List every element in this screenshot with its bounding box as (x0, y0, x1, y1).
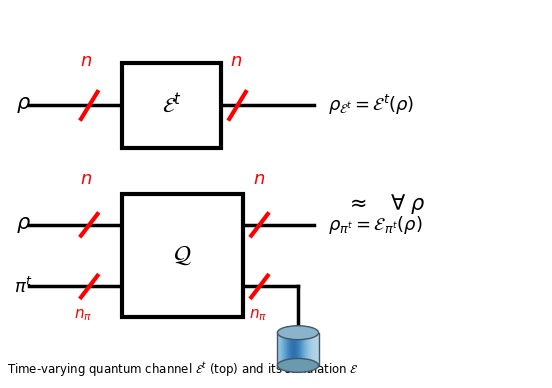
Text: $\rho_{\pi^t} = \mathcal{E}_{\pi^t}(\rho)$: $\rho_{\pi^t} = \mathcal{E}_{\pi^t}(\rho… (328, 214, 423, 236)
Ellipse shape (277, 326, 319, 340)
Text: $\mathcal{E}^t$: $\mathcal{E}^t$ (162, 93, 182, 117)
Bar (122, 63, 221, 148)
Text: $\rho_{\mathcal{E}^t} = \mathcal{E}^t(\rho)$: $\rho_{\mathcal{E}^t} = \mathcal{E}^t(\r… (328, 94, 415, 118)
Text: $n_\pi$: $n_\pi$ (73, 308, 92, 323)
Text: $\pi^t$: $\pi^t$ (14, 276, 33, 296)
Text: $n$: $n$ (230, 52, 242, 70)
Text: $\approx \quad \forall \; \rho$: $\approx \quad \forall \; \rho$ (346, 192, 426, 216)
Text: $n$: $n$ (81, 52, 93, 70)
Text: $n_\pi$: $n_\pi$ (250, 308, 268, 323)
Bar (122, 194, 243, 317)
Text: $\mathcal{Q}$: $\mathcal{Q}$ (173, 243, 192, 267)
Text: Time-varying quantum channel $\mathcal{E}^t$ (top) and its simulation $\mathcal{: Time-varying quantum channel $\mathcal{E… (7, 360, 359, 379)
Text: $n$: $n$ (81, 170, 93, 187)
Text: $\rho$: $\rho$ (16, 95, 31, 115)
Text: $n$: $n$ (253, 170, 265, 187)
Ellipse shape (277, 359, 319, 372)
Text: $\rho$: $\rho$ (16, 215, 31, 235)
